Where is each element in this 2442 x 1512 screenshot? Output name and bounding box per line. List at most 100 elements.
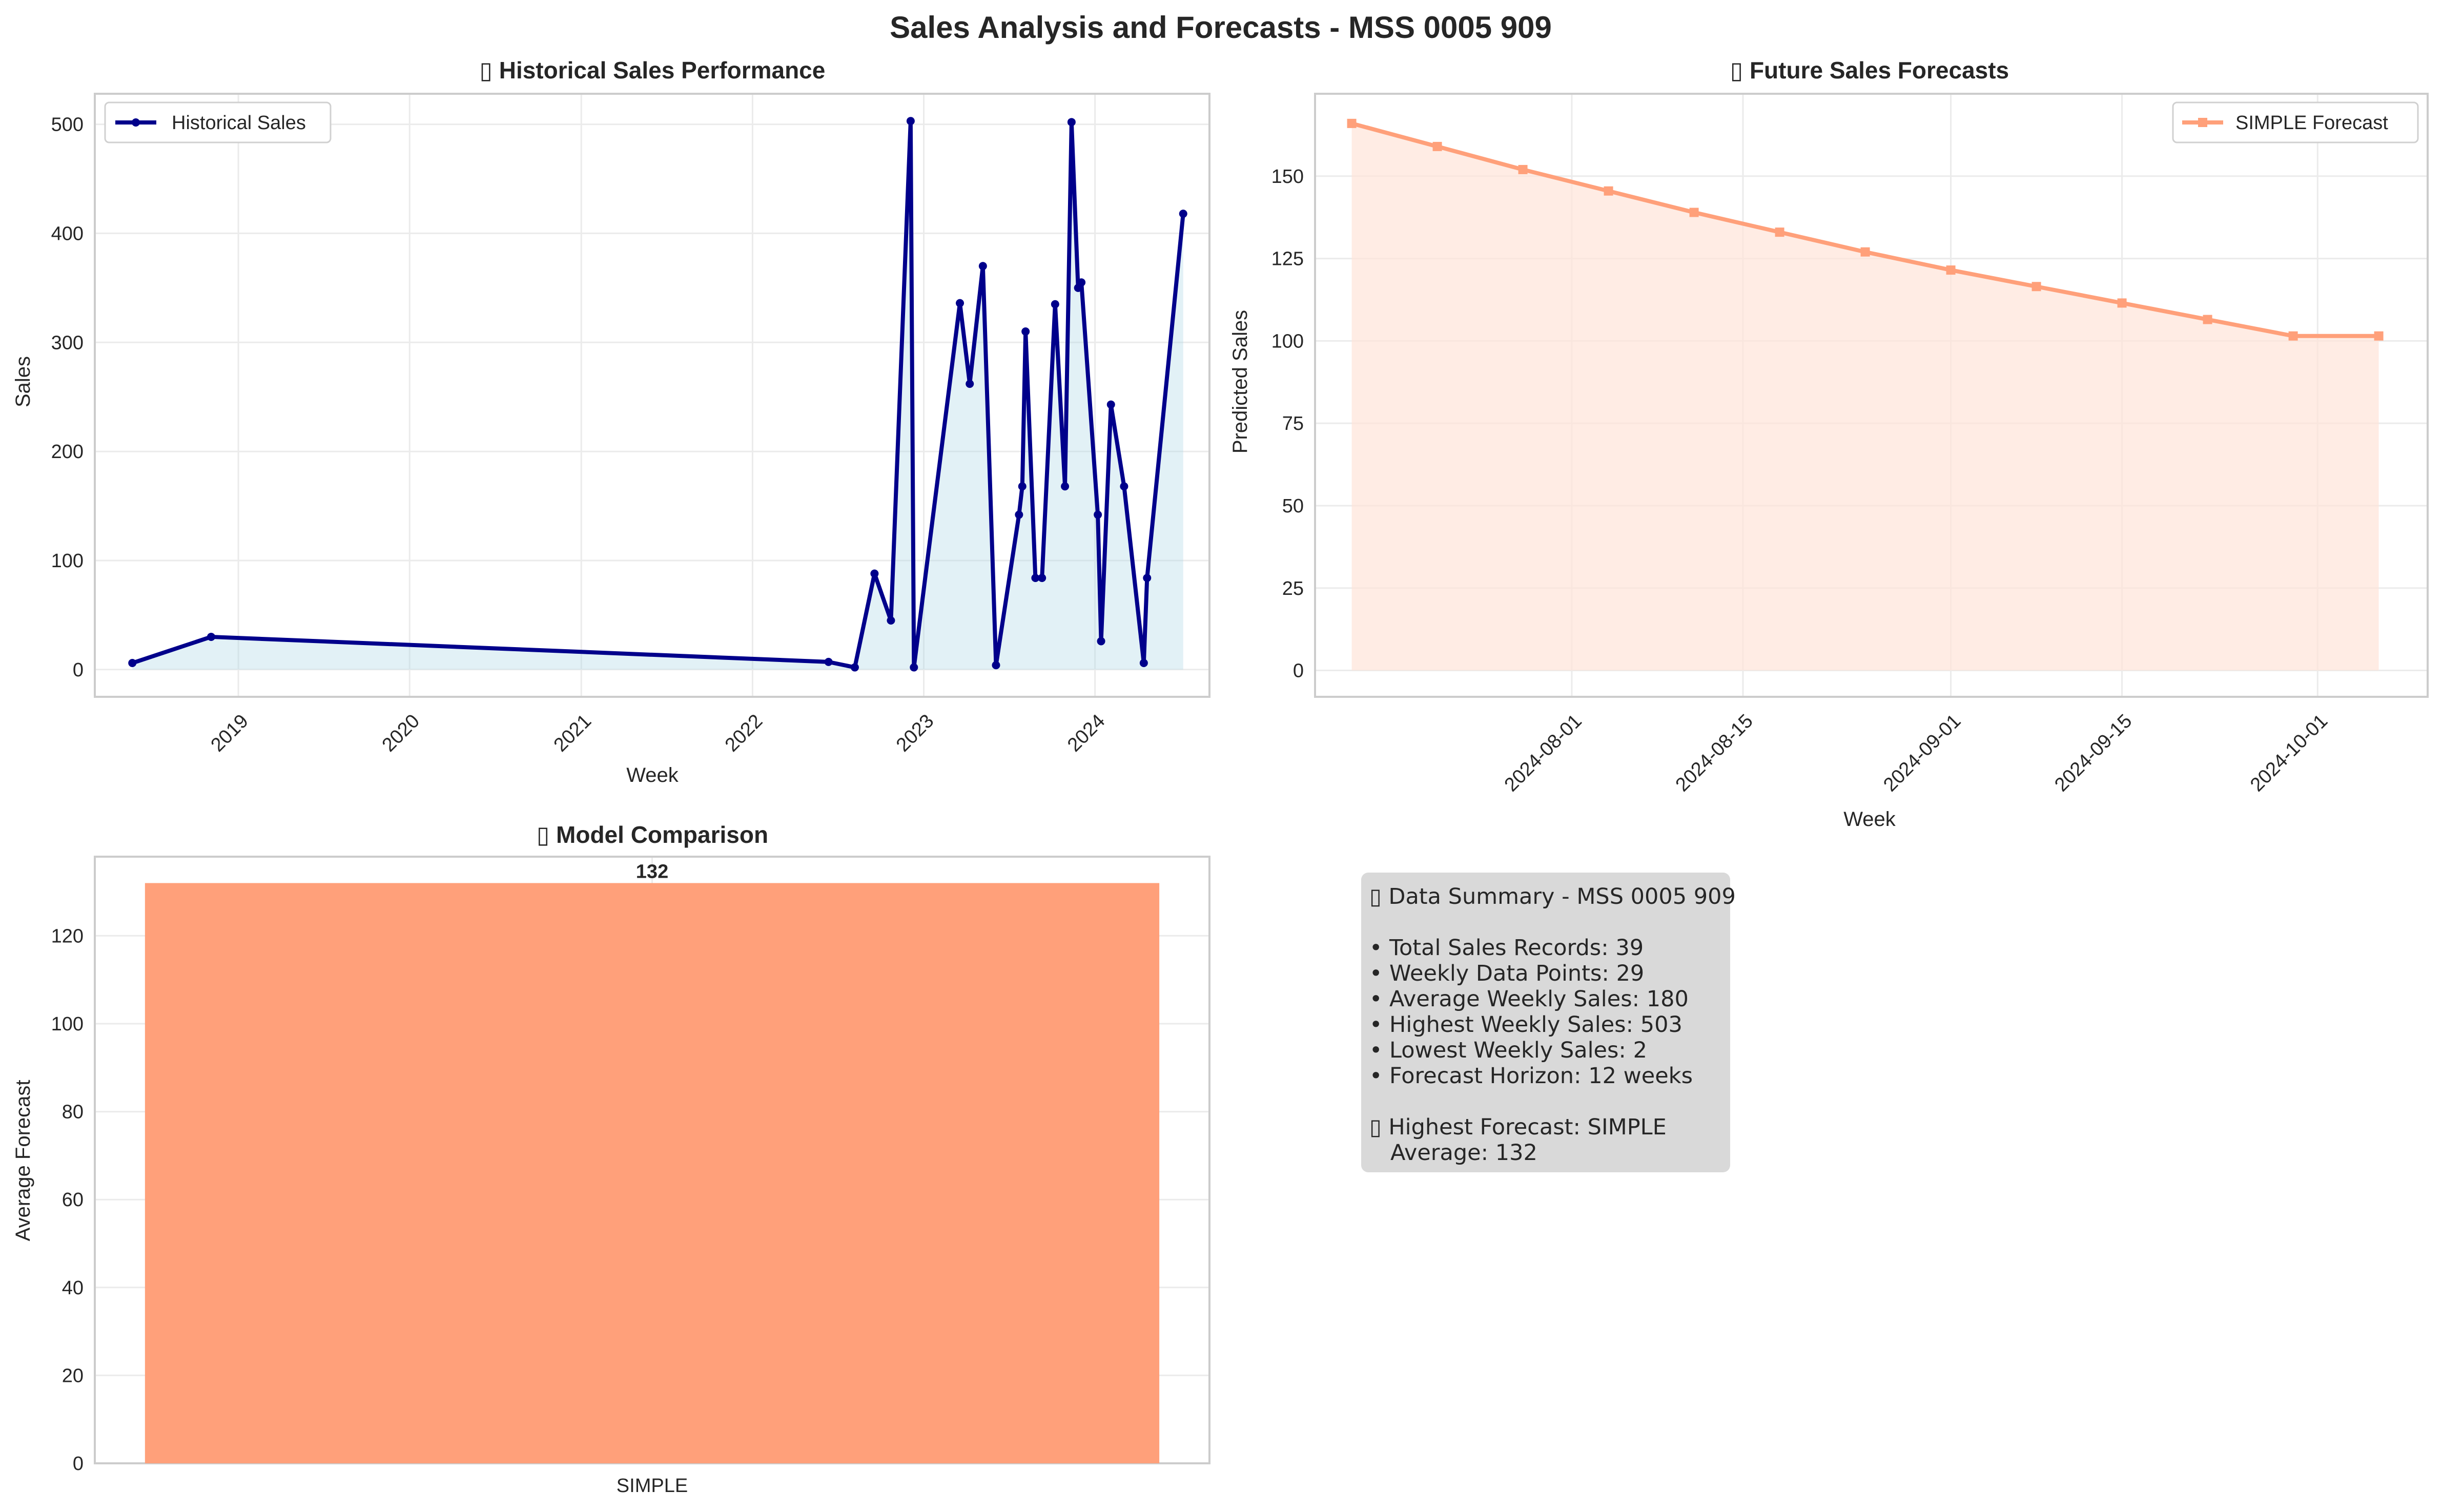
historical-legend: Historical Sales xyxy=(104,101,332,143)
historical-sales-point xyxy=(1094,510,1102,519)
summary-line: • Highest Weekly Sales: 503 xyxy=(1369,1012,1682,1038)
historical-sales-point xyxy=(992,661,1000,670)
historical-legend-marker xyxy=(132,118,140,127)
historical-sales-point xyxy=(128,659,137,668)
forecast-legend-label: SIMPLE Forecast xyxy=(2235,112,2388,134)
forecast-point xyxy=(1946,265,1956,275)
historical-x-tick-label: 2024 xyxy=(1063,710,1109,756)
forecast-y-tick-label: 25 xyxy=(1282,578,1304,599)
summary-title: ▯ Data Summary - MSS 0005 909 xyxy=(1369,884,1736,909)
historical-sales-point xyxy=(1038,574,1046,583)
forecast-point xyxy=(1689,208,1699,217)
forecast-legend: SIMPLE Forecast xyxy=(2172,101,2419,143)
comparison-y-axis-label: Average Forecast xyxy=(12,1080,34,1241)
forecast-panel: ▯ Future Sales Forecasts Week Predicted … xyxy=(1229,57,2429,831)
summary-line: • Lowest Weekly Sales: 2 xyxy=(1369,1038,1647,1063)
summary-line: • Average Weekly Sales: 180 xyxy=(1369,986,1689,1012)
comparison-y-tick-label: 20 xyxy=(62,1365,84,1386)
summary-highest-forecast: ▯ Highest Forecast: SIMPLE xyxy=(1369,1114,1667,1140)
forecast-x-tick-label: 2024-09-01 xyxy=(1879,710,1965,796)
forecast-y-tick-label: 50 xyxy=(1282,495,1304,517)
historical-sales-point xyxy=(824,657,833,666)
forecast-y-axis-label: Predicted Sales xyxy=(1229,310,1251,453)
comparison-y-tick-label: 0 xyxy=(73,1453,84,1475)
forecast-point xyxy=(1775,227,1784,237)
forecast-x-tick-label: 2024-09-15 xyxy=(2050,710,2136,796)
historical-legend-box xyxy=(104,101,332,143)
comparison-panel-title: ▯ Model Comparison xyxy=(537,821,768,848)
historical-y-tick-label: 400 xyxy=(51,223,84,244)
forecast-y-tick-label: 150 xyxy=(1271,166,1304,188)
forecast-point xyxy=(2031,282,2041,292)
historical-sales-point xyxy=(1143,574,1152,583)
historical-y-axis-label: Sales xyxy=(12,356,34,407)
historical-sales-point xyxy=(1179,210,1187,218)
summary-line: • Weekly Data Points: 29 xyxy=(1369,961,1645,986)
historical-sales-point xyxy=(887,616,895,625)
summary-spacer xyxy=(1369,909,1722,935)
forecast-y-tick-label: 0 xyxy=(1293,660,1304,682)
forecast-y-tick-label: 100 xyxy=(1271,330,1304,352)
forecast-y-tick-label: 75 xyxy=(1282,413,1304,434)
historical-plot-frame xyxy=(94,93,1210,698)
forecast-x-axis-label: Week xyxy=(1843,808,1896,831)
historical-sales-point xyxy=(870,569,879,578)
historical-sales-point xyxy=(1061,482,1070,491)
forecast-y-tick-label: 125 xyxy=(1271,248,1304,270)
model-comparison-panel: ▯ Model Comparison Average Forecast 0 20 4… xyxy=(12,821,1210,1497)
summary-line: • Total Sales Records: 39 xyxy=(1369,935,1644,961)
forecast-x-tick-label: 2024-08-01 xyxy=(1501,710,1586,796)
forecast-point xyxy=(2117,298,2127,308)
forecast-point xyxy=(2288,331,2298,341)
historical-y-tick-label: 500 xyxy=(51,114,84,136)
historical-sales-area xyxy=(132,121,1183,670)
historical-x-tick-label: 2020 xyxy=(378,710,424,756)
forecast-point xyxy=(1518,164,1528,174)
forecast-legend-marker xyxy=(2198,118,2207,127)
historical-sales-point xyxy=(1139,659,1148,668)
historical-sales-point xyxy=(906,117,915,126)
comparison-x-tick-label: SIMPLE xyxy=(617,1475,688,1497)
historical-sales-point xyxy=(956,299,965,307)
forecast-area xyxy=(1351,123,2379,671)
comparison-y-tick-label: 120 xyxy=(51,925,84,947)
historical-sales-point xyxy=(910,663,918,672)
comparison-bar xyxy=(145,883,1160,1463)
comparison-y-tick-label: 100 xyxy=(51,1013,84,1035)
forecast-plot-frame xyxy=(1314,93,2429,698)
historical-sales-point xyxy=(850,663,859,672)
historical-sales-point xyxy=(1051,300,1059,308)
historical-y-tick-label: 100 xyxy=(51,550,84,572)
summary-average: Average: 132 xyxy=(1369,1140,1537,1166)
forecast-point xyxy=(2203,315,2212,324)
historical-sales-point xyxy=(1106,400,1115,409)
historical-sales-point xyxy=(1015,510,1023,519)
figure-title: Sales Analysis and Forecasts - MSS 0005 … xyxy=(890,10,1552,45)
data-summary-box: ▯ Data Summary - MSS 0005 909 • Total Sa… xyxy=(1361,873,1736,1172)
historical-x-tick-label: 2021 xyxy=(550,710,596,756)
forecast-point xyxy=(1604,186,1613,196)
historical-sales-point xyxy=(966,380,974,388)
summary-lines: • Total Sales Records: 39 • Weekly Data P… xyxy=(1369,935,1722,1089)
forecast-point xyxy=(1432,141,1442,151)
historical-sales-point xyxy=(1120,482,1128,491)
historical-y-tick-label: 200 xyxy=(51,441,84,463)
forecast-panel-title: ▯ Future Sales Forecasts xyxy=(1730,57,2009,84)
historical-x-axis-label: Week xyxy=(626,764,679,786)
summary-spacer xyxy=(1369,1089,1722,1114)
historical-y-tick-label: 0 xyxy=(73,659,84,681)
historical-sales-point xyxy=(1067,118,1076,127)
forecast-x-tick-label: 2024-10-01 xyxy=(2246,710,2332,796)
forecast-legend-box xyxy=(2172,101,2419,143)
historical-sales-point xyxy=(1018,482,1027,491)
forecast-x-tick-label: 2024-08-15 xyxy=(1672,710,1757,796)
historical-legend-label: Historical Sales xyxy=(172,112,306,134)
historical-sales-point xyxy=(1021,327,1030,336)
historical-sales-panel: ▯ Historical Sales Performance Week Sale… xyxy=(12,57,1210,786)
comparison-y-tick-label: 80 xyxy=(62,1102,84,1123)
historical-sales-point xyxy=(978,262,987,271)
comparison-bar-value-label: 132 xyxy=(636,861,668,882)
forecast-point xyxy=(1860,247,1870,257)
historical-x-tick-label: 2019 xyxy=(207,710,252,756)
forecast-point xyxy=(1347,118,1357,128)
